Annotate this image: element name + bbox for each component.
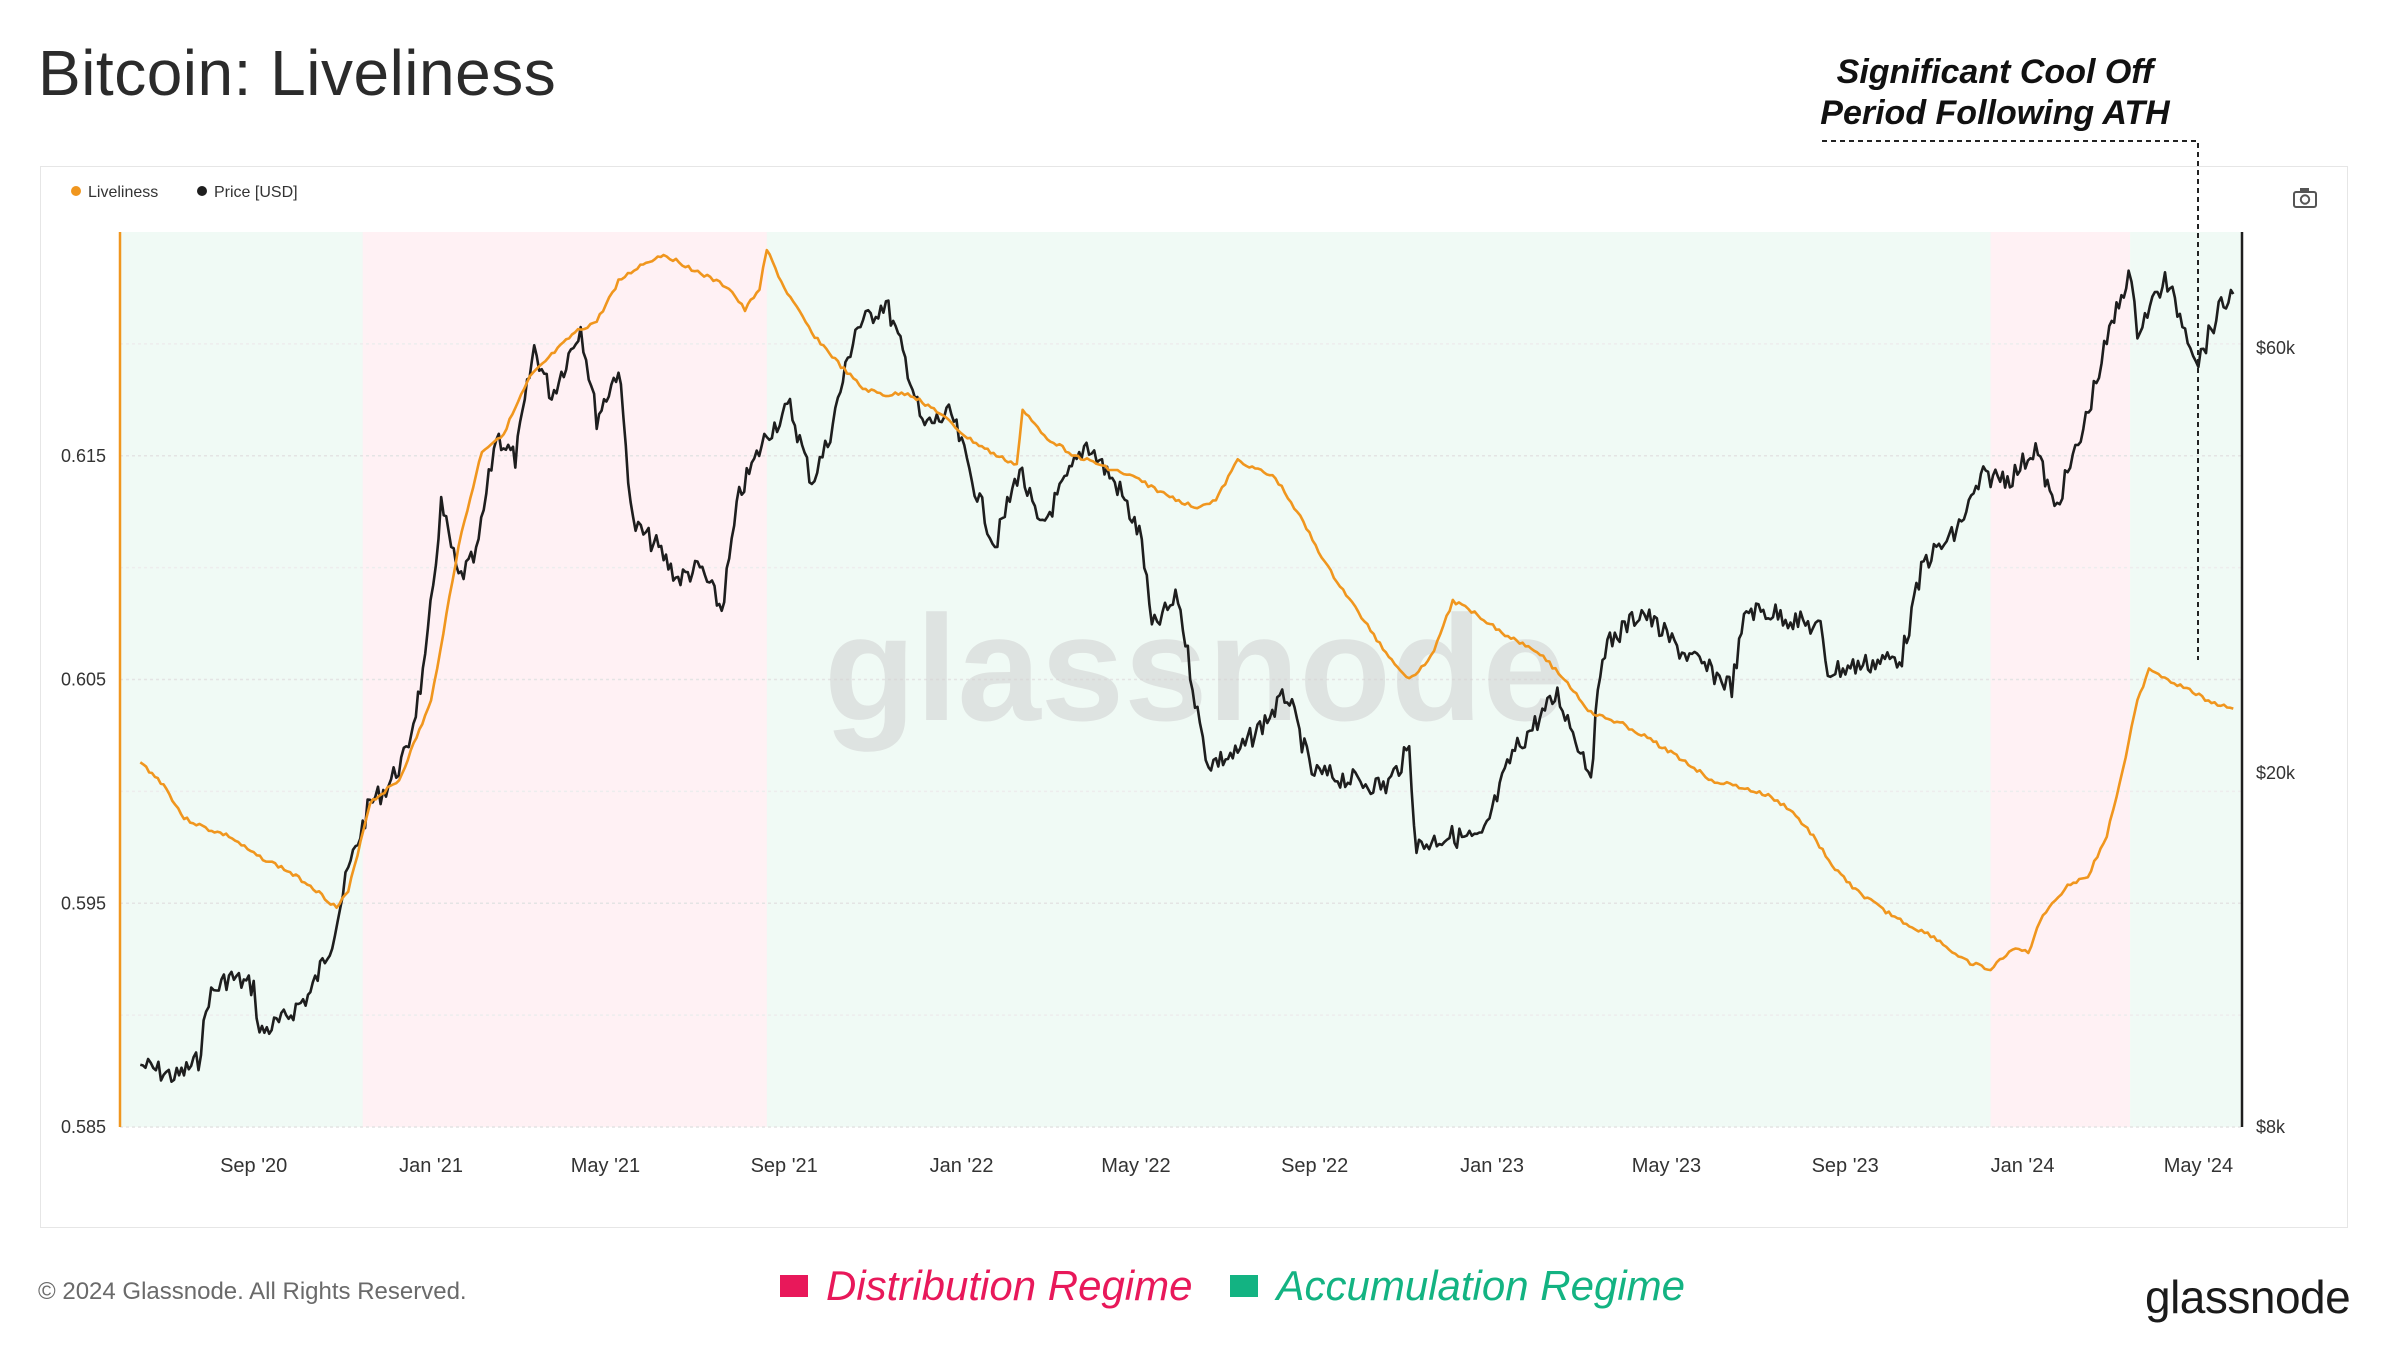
legend-dot-liveliness — [71, 186, 81, 196]
annotation-line-2: Period Following ATH — [1820, 94, 2170, 132]
x-tick-label: Sep '21 — [751, 1155, 818, 1177]
brand-logo: glassnode — [2145, 1271, 2351, 1323]
series-line-price — [139, 269, 2235, 1083]
annotation-callout: Significant Cool Off Period Following AT… — [1795, 52, 2195, 134]
x-tick-label: Sep '23 — [1812, 1155, 1879, 1177]
page-title: Bitcoin: Liveliness — [38, 37, 557, 109]
x-tick-label: Jan '21 — [399, 1155, 463, 1177]
x-tick-label: May '24 — [2164, 1155, 2233, 1177]
x-tick-label: May '23 — [1632, 1155, 1701, 1177]
x-tick-label: Jan '24 — [1991, 1155, 2055, 1177]
y-right-tick-label: $8k — [2256, 1117, 2286, 1137]
y-left-tick-label: 0.585 — [61, 1117, 106, 1137]
camera-icon[interactable] — [2293, 188, 2317, 208]
x-tick-label: May '21 — [571, 1155, 640, 1177]
x-tick-label: May '22 — [1101, 1155, 1170, 1177]
y-right-tick-label: $60k — [2256, 338, 2296, 358]
accumulation-label: Accumulation Regime — [1276, 1262, 1685, 1309]
legend-label-liveliness: Liveliness — [88, 184, 158, 201]
regime-band-accumulation — [766, 232, 1991, 1127]
copyright-text: © 2024 Glassnode. All Rights Reserved. — [38, 1278, 467, 1305]
x-tick-label: Sep '20 — [220, 1155, 287, 1177]
series-line-liveliness — [139, 248, 2234, 972]
y-left-tick-label: 0.605 — [61, 670, 106, 690]
distribution-swatch — [780, 1275, 808, 1297]
legend-dot-price — [197, 186, 207, 196]
x-tick-label: Jan '23 — [1460, 1155, 1524, 1177]
x-tick-label: Jan '22 — [930, 1155, 994, 1177]
annotation-line-1: Significant Cool Off — [1836, 53, 2154, 91]
chart-panel — [40, 166, 2348, 1228]
distribution-label: Distribution Regime — [826, 1262, 1193, 1309]
legend-label-price: Price [USD] — [214, 184, 298, 201]
watermark-text: glassnode — [824, 584, 1566, 752]
x-tick-label: Sep '22 — [1281, 1155, 1348, 1177]
distribution-legend-item: Distribution Regime — [780, 1262, 1192, 1310]
y-left-tick-label: 0.615 — [61, 446, 106, 466]
accumulation-swatch — [1230, 1275, 1259, 1297]
y-left-tick-label: 0.595 — [61, 893, 106, 913]
accumulation-legend-item: Accumulation Regime — [1230, 1262, 1685, 1310]
y-right-tick-label: $20k — [2256, 763, 2296, 783]
annotation-leader-line — [1822, 140, 2199, 660]
regime-legend: Distribution Regime Accumulation Regime — [780, 1262, 1723, 1310]
